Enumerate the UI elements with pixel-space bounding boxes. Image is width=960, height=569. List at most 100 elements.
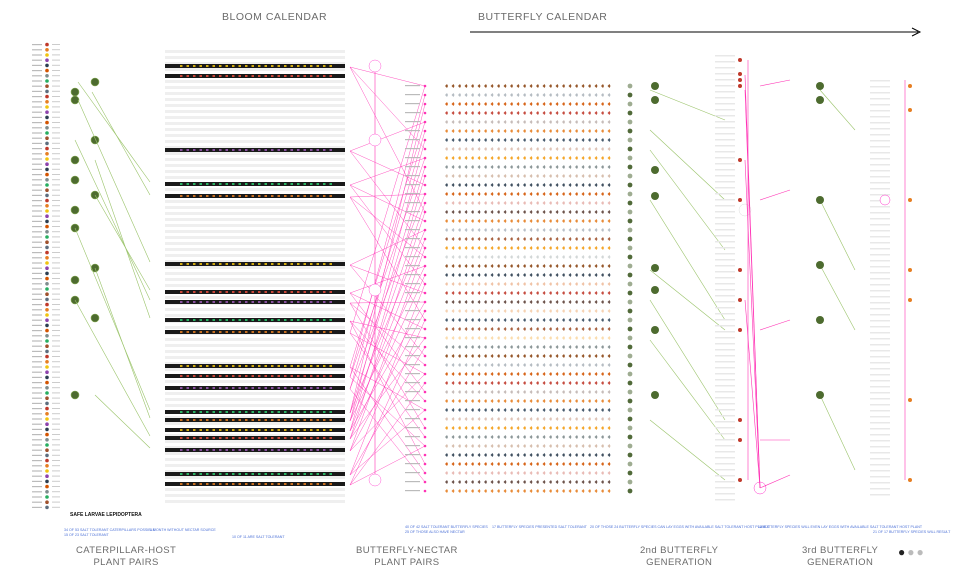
species-icon [45, 406, 49, 411]
bloom-flower [193, 387, 196, 389]
bloom-flower [225, 437, 228, 439]
butterfly-host-photo [627, 362, 633, 368]
gen2-row [715, 259, 735, 261]
butterfly-glyph [503, 246, 507, 250]
host-label-line [52, 132, 60, 134]
page-dot[interactable]: ● [898, 545, 908, 559]
butterfly-node [423, 471, 427, 475]
nectar-link [349, 264, 426, 357]
butterfly-glyph [464, 228, 468, 232]
butterfly-glyph [581, 84, 585, 88]
butterfly-glyph [607, 111, 611, 115]
butterfly-glyph [510, 471, 513, 475]
bloom-flower [303, 387, 306, 389]
host-plant-photo [816, 96, 824, 104]
host-label-line [52, 361, 60, 363]
bloom-flower [186, 473, 189, 475]
butterfly-glyph [503, 408, 507, 412]
butterfly-glyph [451, 111, 455, 115]
butterfly-glyph [601, 174, 604, 178]
butterfly-glyph [464, 255, 468, 259]
butterfly-glyph [497, 102, 500, 106]
species-icon [45, 365, 49, 369]
butterfly-glyph [575, 291, 578, 295]
host-label-line [52, 304, 60, 305]
butterfly-glyph [536, 102, 539, 106]
bloom-flower [245, 411, 248, 413]
bloom-flower [271, 365, 274, 367]
butterfly-glyph [575, 237, 578, 241]
butterfly-glyph [607, 381, 611, 385]
butterfly-glyph [510, 381, 513, 385]
species-icon [45, 349, 49, 354]
species-icon [45, 432, 49, 437]
bloom-flower [323, 483, 326, 485]
bloom-flower [310, 449, 313, 451]
gen3-row [870, 182, 890, 184]
butterfly-glyph [575, 228, 578, 232]
species-icon [45, 292, 49, 297]
butterfly-glyph [510, 399, 513, 403]
bloom-flower [180, 183, 183, 185]
species-label-line [32, 75, 42, 77]
bloom-flower [264, 195, 267, 197]
butterfly-glyph [601, 138, 604, 142]
butterfly-glyph [471, 390, 474, 394]
bloom-flower [180, 149, 183, 151]
butterfly-glyph [594, 291, 598, 295]
butterfly-glyph [490, 336, 494, 340]
butterfly-glyph [555, 201, 559, 205]
bloom-flower [245, 331, 248, 333]
butterfly-glyph [555, 273, 559, 277]
bloom-flower [329, 419, 332, 421]
bloom-flower [316, 365, 319, 367]
bloom-flower [329, 183, 332, 185]
butterfly-glyph [549, 84, 552, 88]
species-icon [45, 188, 49, 192]
butterfly-glyph [490, 237, 494, 241]
bloom-flower [206, 149, 209, 151]
species-icon [45, 183, 49, 187]
host-label-line [52, 96, 60, 97]
butterfly-glyph [510, 246, 513, 250]
bloom-flower [219, 473, 222, 475]
butterfly-glyph [607, 273, 611, 277]
butterfly-glyph [484, 399, 487, 403]
butterfly-glyph [451, 381, 455, 385]
species-icon [45, 302, 49, 307]
bloom-flower [212, 195, 215, 197]
butterfly-glyph [497, 354, 500, 358]
butterfly-glyph [588, 309, 591, 313]
butterfly-glyph [601, 318, 604, 322]
gen2-row [715, 121, 735, 123]
butterfly-glyph [529, 147, 533, 151]
butterfly-glyph [601, 300, 604, 304]
butterfly-glyph [562, 480, 565, 484]
butterfly-glyph [477, 417, 481, 421]
butterfly-glyph [562, 210, 565, 214]
page-dot[interactable]: ● [916, 545, 926, 559]
gen3-row [870, 296, 890, 298]
butterfly-host-photo [627, 236, 633, 242]
butterfly-glyph [588, 381, 591, 385]
bloom-flower [303, 301, 306, 303]
butterfly-glyph [516, 480, 520, 484]
page-dot[interactable]: ● [907, 545, 917, 559]
pagination-dots[interactable]: ●●● [898, 545, 926, 559]
host-label-line [52, 59, 60, 61]
butterfly-glyph [542, 318, 546, 322]
gen3-row [870, 164, 890, 166]
butterfly-glyph [497, 309, 500, 313]
bloom-row [165, 392, 345, 395]
butterfly-label-line [405, 364, 420, 366]
butterfly-glyph [529, 336, 533, 340]
butterfly-glyph [503, 273, 507, 277]
butterfly-glyph [510, 264, 513, 268]
bloom-flower [193, 195, 196, 197]
butterfly-glyph [536, 93, 539, 97]
butterfly-glyph [484, 345, 487, 349]
butterfly-glyph [497, 399, 500, 403]
butterfly-glyph [549, 111, 552, 115]
butterfly-glyph [575, 201, 578, 205]
butterfly-glyph [523, 489, 526, 493]
